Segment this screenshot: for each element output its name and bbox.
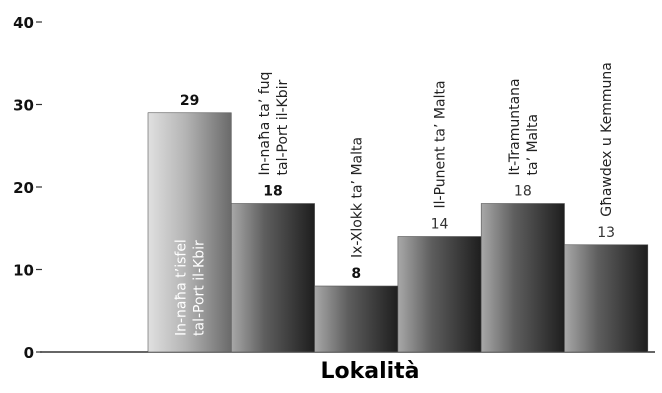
y-tick-label: 40 xyxy=(13,14,34,32)
bars xyxy=(147,112,649,353)
x-axis-title: Lokalità xyxy=(320,359,419,384)
category-label-5: It-Tramuntana ta’ Malta xyxy=(507,78,541,175)
bar-5 xyxy=(480,203,565,353)
value-label: 18 xyxy=(514,184,532,200)
value-label: 14 xyxy=(431,217,449,233)
category-label-line: In-naħa ta’ fuq xyxy=(257,72,273,176)
category-label-line: Għawdex u Kemmuna xyxy=(599,62,615,217)
category-label-line: Ix-Xlokk ta’ Malta xyxy=(349,137,365,258)
category-label-line: Il-Punent ta’ Malta xyxy=(433,80,449,208)
category-label-line: It-Tramuntana xyxy=(507,78,523,175)
category-label-4: Il-Punent ta’ Malta xyxy=(433,80,449,208)
bar-4 xyxy=(397,236,482,353)
bar-2 xyxy=(231,203,315,353)
category-label-line: tal-Port il-Kbir xyxy=(275,79,291,175)
category-label-3: Ix-Xlokk ta’ Malta xyxy=(349,137,365,258)
value-label: 13 xyxy=(597,225,615,241)
value-label: 8 xyxy=(351,266,361,282)
value-labels: 29 18 8 14 18 13 xyxy=(180,93,615,282)
category-label-line: In-naħa t’isfel xyxy=(174,239,190,336)
bar-3 xyxy=(314,285,399,353)
value-label: 29 xyxy=(180,93,199,109)
category-label-2: In-naħa ta’ fuq tal-Port il-Kbir xyxy=(257,72,291,176)
category-label-1: In-naħa t’isfel tal-Port il-Kbir xyxy=(174,239,208,336)
y-tick-label: 30 xyxy=(13,97,34,115)
y-tick-label: 10 xyxy=(13,262,34,280)
value-label: 18 xyxy=(263,184,282,200)
y-tick-label: 0 xyxy=(24,344,34,362)
category-label-line: tal-Port il-Kbir xyxy=(192,240,208,336)
y-tick-label: 20 xyxy=(13,179,34,197)
bar-1 xyxy=(147,112,232,353)
category-label-6: Għawdex u Kemmuna xyxy=(599,62,615,217)
bar-6 xyxy=(564,244,649,353)
category-label-line: ta’ Malta xyxy=(525,114,541,176)
